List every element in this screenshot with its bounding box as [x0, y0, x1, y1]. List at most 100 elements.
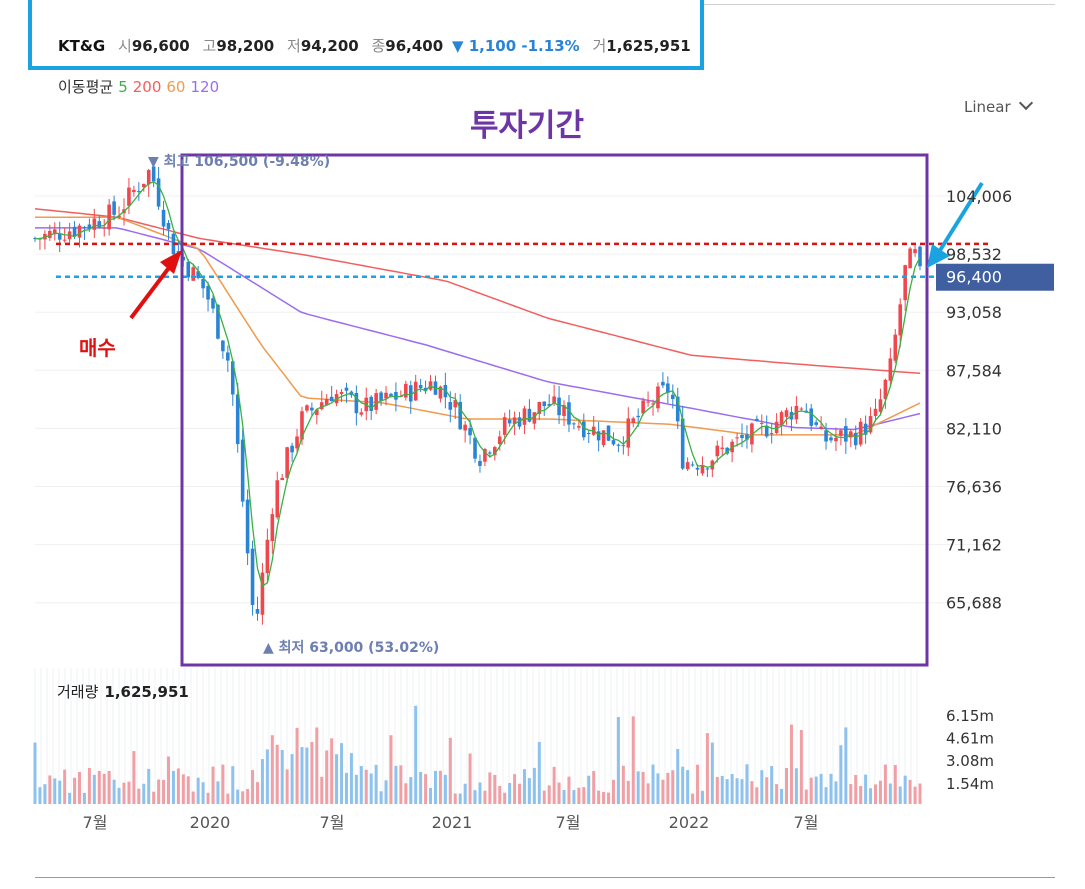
volume-bar: [231, 766, 235, 804]
candle-body: [102, 227, 107, 229]
candle-body: [745, 434, 749, 440]
candle-body: [858, 421, 863, 445]
candle-body: [621, 445, 626, 447]
investment-period-box: [180, 153, 929, 667]
volume-label: 거: [592, 37, 607, 55]
volume-bar: [725, 779, 729, 804]
volume-bar: [157, 779, 161, 804]
volume-bar: [265, 749, 269, 804]
ma5-line: [35, 180, 921, 588]
volume-bar: [755, 787, 759, 804]
volume-bar: [646, 783, 650, 804]
candle-body: [715, 445, 720, 457]
overlay: ▼ 최고 106,500 (-9.48%) ▲ 최저 63,000 (53.02%…: [129, 153, 1054, 667]
candle-body: [290, 445, 294, 453]
candle-body: [878, 399, 883, 412]
x-tick-label: 7월: [83, 813, 108, 832]
volume-bar: [483, 790, 487, 804]
volume-bar: [260, 759, 264, 804]
volume-bar: [87, 768, 91, 804]
volume-bar: [834, 781, 838, 804]
candle-body: [809, 408, 814, 426]
candle-body: [844, 426, 848, 442]
volume-bar: [152, 791, 156, 804]
candle-body: [458, 401, 462, 430]
x-tick-label: 7월: [556, 813, 581, 832]
volume-bar: [597, 790, 601, 804]
volume-bar: [241, 791, 245, 804]
volume-bar: [82, 792, 86, 804]
candle-body: [453, 400, 458, 408]
volume-tick-label: 4.61m: [946, 730, 994, 748]
volume-bar: [651, 764, 655, 804]
candle-body: [305, 405, 309, 411]
candle-body: [631, 418, 636, 424]
volume-bar: [676, 749, 680, 804]
volume-bar: [458, 793, 462, 804]
candle-body: [626, 418, 631, 448]
candle-body: [888, 358, 893, 381]
candle-body: [394, 392, 398, 400]
volume-tick-label: 1.54m: [946, 775, 994, 793]
stock-name: KT&G: [58, 37, 106, 55]
volume-bar: [221, 764, 225, 804]
scale-dropdown[interactable]: Linear: [964, 95, 1033, 116]
volume-bar: [404, 783, 408, 804]
volume-bar: [814, 776, 818, 804]
volume-bar: [438, 770, 442, 804]
volume-bar: [443, 774, 447, 804]
volume-bar: [379, 791, 383, 804]
volume-bar: [186, 776, 190, 804]
volume-bar: [325, 750, 329, 804]
volume-bar: [419, 772, 423, 804]
candle-body: [839, 430, 843, 436]
candle-body: [176, 251, 181, 253]
candle-body: [216, 304, 220, 339]
candle-body: [359, 412, 364, 415]
candle-body: [107, 204, 111, 230]
volume-bar: [285, 769, 289, 804]
candle-body: [824, 430, 828, 442]
volume-bar: [503, 792, 507, 804]
candle-body: [300, 411, 304, 440]
volume-bar: [547, 785, 551, 804]
candle-body: [700, 465, 705, 474]
candle-body: [255, 609, 260, 614]
volume-bar: [636, 771, 640, 804]
candle-body: [547, 404, 551, 406]
reference-lines: [56, 242, 992, 278]
volume-bar: [844, 727, 848, 804]
candle-body: [774, 421, 779, 434]
volume-bar: [794, 768, 798, 804]
candle-body: [191, 267, 196, 281]
volume-bar: [295, 727, 299, 804]
volume-bar: [181, 774, 185, 804]
volume-bar: [498, 785, 502, 804]
x-tick-label: 2020: [190, 813, 231, 832]
volume-bar: [874, 784, 878, 804]
volume-bar: [246, 789, 250, 804]
candle-body: [132, 189, 136, 193]
volume-bar: [893, 764, 897, 804]
volume-bar: [300, 747, 304, 804]
candle-body: [245, 499, 250, 554]
candle-body: [82, 226, 87, 229]
volume-bar: [626, 780, 630, 804]
high-label: 고: [202, 37, 217, 55]
candle-body: [581, 421, 586, 438]
volume-bar: [226, 793, 230, 804]
candle-body: [740, 434, 744, 439]
volume-bar: [38, 787, 42, 804]
volume-bar: [275, 744, 279, 804]
volume-bar: [542, 790, 546, 804]
volume-bar: [255, 782, 259, 804]
candle-body: [829, 437, 833, 441]
open-value: 96,600: [131, 37, 190, 55]
candle-body: [863, 423, 868, 435]
high-value: 98,200: [216, 37, 275, 55]
candle-body: [483, 449, 487, 462]
candle-body: [908, 248, 912, 269]
moving-average-legend[interactable]: 이동평균 5 200 60 120: [58, 76, 224, 97]
candle-body: [779, 412, 784, 425]
